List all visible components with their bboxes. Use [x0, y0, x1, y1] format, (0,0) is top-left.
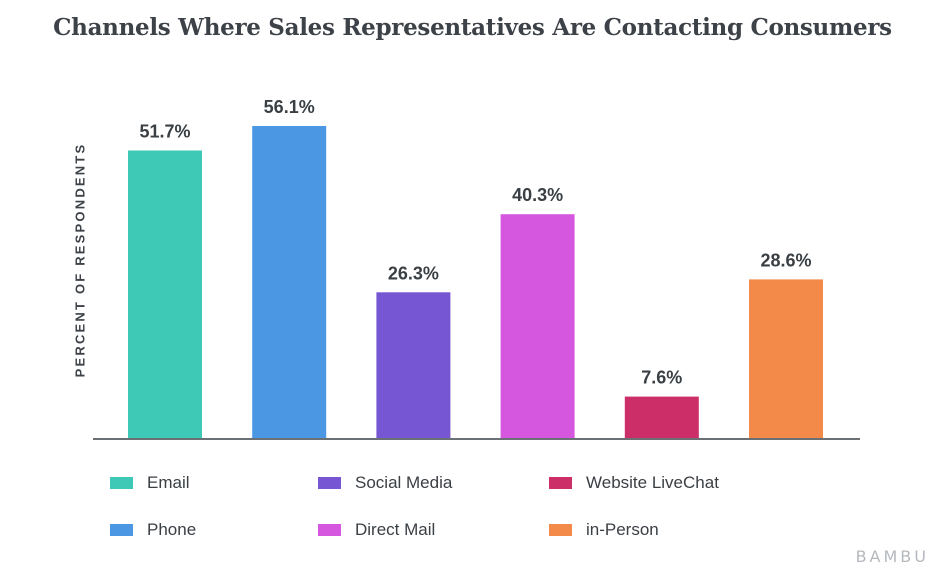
bar-email — [128, 150, 202, 439]
legend-label-email: Email — [147, 473, 190, 492]
legend-swatch-in-person — [549, 524, 572, 536]
bar-website-livechat — [624, 396, 699, 439]
bar-in-person — [749, 279, 823, 439]
value-label-direct-mail: 40.3% — [512, 185, 563, 205]
value-label-in-person: 28.6% — [760, 250, 811, 270]
bar-social-media — [376, 292, 451, 439]
bar-direct-mail — [500, 214, 575, 439]
legend-swatch-direct-mail — [318, 524, 341, 536]
chart-title: Channels Where Sales Representatives Are… — [53, 14, 892, 41]
legend-item-email: Email — [110, 472, 190, 494]
value-label-phone: 56.1% — [264, 97, 315, 117]
legend-label-social-media: Social Media — [355, 473, 453, 492]
legend-item-direct-mail: Direct Mail — [318, 519, 435, 541]
bars-group — [128, 126, 823, 439]
legend-label-website-livechat: Website LiveChat — [586, 473, 719, 492]
legend-swatch-social-media — [318, 477, 341, 489]
value-label-email: 51.7% — [139, 122, 190, 142]
legend-item-social-media: Social Media — [318, 472, 452, 494]
legend-label-in-person: in-Person — [586, 520, 659, 539]
legend-item-website-livechat: Website LiveChat — [549, 472, 719, 494]
legend-swatch-email — [110, 477, 133, 489]
value-label-social-media: 26.3% — [388, 263, 439, 283]
legend-label-phone: Phone — [147, 520, 197, 539]
legend-label-direct-mail: Direct Mail — [355, 520, 436, 539]
legend-item-phone: Phone — [110, 519, 196, 541]
legend-swatch-phone — [110, 524, 133, 536]
bambu-watermark-logo: BAMBU — [855, 547, 929, 566]
value-labels-group: 51.7% 56.1% 26.3% 40.3% 7.6% 28.6% — [139, 97, 811, 388]
legend-swatch-website-livechat — [549, 477, 572, 489]
legend-item-in-person: in-Person — [549, 519, 659, 541]
legend: Email Phone Social Media Direct Mail Web… — [110, 472, 810, 542]
value-label-website-livechat: 7.6% — [641, 368, 682, 388]
bar-phone — [252, 126, 327, 439]
